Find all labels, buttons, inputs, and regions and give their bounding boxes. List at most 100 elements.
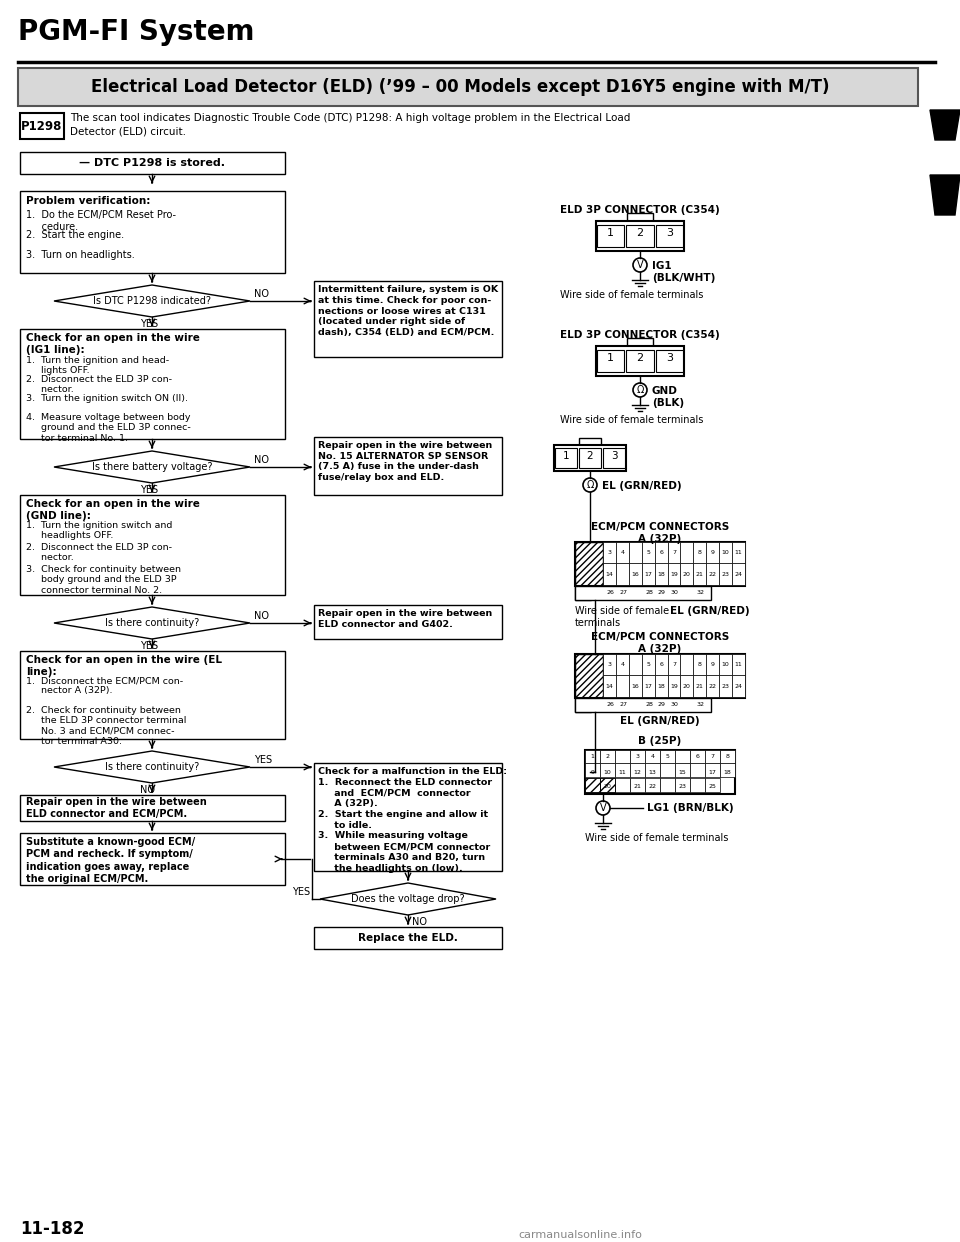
FancyBboxPatch shape <box>681 563 693 585</box>
Text: 3: 3 <box>666 229 673 238</box>
Polygon shape <box>930 111 960 140</box>
Text: 8: 8 <box>698 550 702 555</box>
FancyBboxPatch shape <box>719 563 732 585</box>
Text: 2: 2 <box>636 353 643 363</box>
FancyBboxPatch shape <box>720 750 735 763</box>
Text: 27: 27 <box>619 590 627 595</box>
FancyBboxPatch shape <box>667 563 681 585</box>
Text: 3: 3 <box>666 353 673 363</box>
Text: 2: 2 <box>606 754 610 760</box>
FancyBboxPatch shape <box>645 750 660 763</box>
FancyBboxPatch shape <box>629 542 641 563</box>
FancyBboxPatch shape <box>596 221 684 251</box>
Text: 30: 30 <box>671 590 679 595</box>
Text: 24: 24 <box>734 684 742 689</box>
FancyBboxPatch shape <box>655 542 667 563</box>
Text: 28: 28 <box>645 703 653 708</box>
FancyBboxPatch shape <box>655 563 667 585</box>
FancyBboxPatch shape <box>616 674 629 697</box>
FancyBboxPatch shape <box>554 445 626 471</box>
FancyBboxPatch shape <box>596 347 684 376</box>
FancyBboxPatch shape <box>719 674 732 697</box>
FancyBboxPatch shape <box>314 605 502 638</box>
FancyBboxPatch shape <box>641 655 655 674</box>
Text: B (25P): B (25P) <box>638 737 682 746</box>
Text: EL (GRN/RED): EL (GRN/RED) <box>620 715 700 727</box>
Text: 4: 4 <box>620 662 624 667</box>
FancyBboxPatch shape <box>20 833 285 886</box>
FancyBboxPatch shape <box>600 763 615 777</box>
FancyBboxPatch shape <box>707 655 719 674</box>
FancyBboxPatch shape <box>314 281 502 356</box>
Text: Repair open in the wire between
No. 15 ALTERNATOR SP SENSOR
(7.5 A) fuse in the : Repair open in the wire between No. 15 A… <box>318 441 492 482</box>
FancyBboxPatch shape <box>603 563 616 585</box>
Text: A (32P): A (32P) <box>638 645 682 655</box>
Text: 17: 17 <box>644 573 652 578</box>
FancyBboxPatch shape <box>585 750 735 794</box>
Text: 20: 20 <box>683 573 691 578</box>
Text: 20: 20 <box>683 684 691 689</box>
Text: V: V <box>636 260 643 270</box>
FancyBboxPatch shape <box>18 68 918 106</box>
Text: 1: 1 <box>563 451 569 461</box>
FancyBboxPatch shape <box>645 763 660 777</box>
FancyBboxPatch shape <box>20 651 285 739</box>
Text: 18: 18 <box>658 573 665 578</box>
Text: 3.  Turn on headlights.: 3. Turn on headlights. <box>26 250 134 260</box>
Text: 23: 23 <box>722 684 730 689</box>
FancyBboxPatch shape <box>655 655 667 674</box>
FancyBboxPatch shape <box>575 542 745 586</box>
Text: 22: 22 <box>708 573 717 578</box>
Text: 30: 30 <box>671 703 679 708</box>
Text: Check for a malfunction in the ELD:
1.  Reconnect the ELD connector
     and  EC: Check for a malfunction in the ELD: 1. R… <box>318 768 507 873</box>
Text: 8: 8 <box>726 754 730 760</box>
Text: 2.  Disconnect the ELD 3P con-
     nector.: 2. Disconnect the ELD 3P con- nector. <box>26 375 172 395</box>
Text: NO: NO <box>412 917 427 927</box>
Text: 1: 1 <box>590 754 594 760</box>
Text: 10: 10 <box>722 662 730 667</box>
Text: YES: YES <box>140 484 158 496</box>
FancyBboxPatch shape <box>630 763 645 777</box>
FancyBboxPatch shape <box>690 763 705 777</box>
Text: Check for an open in the wire
(IG1 line):: Check for an open in the wire (IG1 line)… <box>26 333 200 355</box>
Text: 25: 25 <box>708 784 716 789</box>
FancyBboxPatch shape <box>579 448 601 468</box>
FancyBboxPatch shape <box>585 763 600 777</box>
FancyBboxPatch shape <box>732 542 745 563</box>
Text: PGM-FI System: PGM-FI System <box>18 17 254 46</box>
Text: 2.  Start the engine.: 2. Start the engine. <box>26 230 124 240</box>
FancyBboxPatch shape <box>585 750 600 763</box>
FancyBboxPatch shape <box>575 586 711 600</box>
Text: 24: 24 <box>734 573 742 578</box>
FancyBboxPatch shape <box>660 750 675 763</box>
Text: — DTC P1298 is stored.: — DTC P1298 is stored. <box>79 158 225 168</box>
FancyBboxPatch shape <box>603 655 616 674</box>
FancyBboxPatch shape <box>693 563 707 585</box>
Text: 6: 6 <box>696 754 700 760</box>
FancyBboxPatch shape <box>732 655 745 674</box>
Text: 3: 3 <box>636 754 639 760</box>
Text: V: V <box>600 804 607 814</box>
Text: Replace the ELD.: Replace the ELD. <box>358 933 458 943</box>
Text: 14: 14 <box>606 573 613 578</box>
Text: Repair open in the wire between
ELD connector and ECM/PCM.: Repair open in the wire between ELD conn… <box>26 797 206 820</box>
Text: 20: 20 <box>604 784 612 789</box>
Text: Repair open in the wire between
ELD connector and G402.: Repair open in the wire between ELD conn… <box>318 609 492 628</box>
Text: 1.  Disconnect the ECM/PCM con-
     nector A (32P).: 1. Disconnect the ECM/PCM con- nector A … <box>26 676 183 696</box>
FancyBboxPatch shape <box>732 563 745 585</box>
FancyBboxPatch shape <box>630 777 645 792</box>
FancyBboxPatch shape <box>629 655 641 674</box>
FancyBboxPatch shape <box>615 750 630 763</box>
FancyBboxPatch shape <box>626 350 654 373</box>
Text: 18: 18 <box>724 770 732 775</box>
Text: 1: 1 <box>607 353 614 363</box>
Text: 21: 21 <box>696 573 704 578</box>
Text: 28: 28 <box>645 590 653 595</box>
Text: NO: NO <box>254 455 269 465</box>
FancyBboxPatch shape <box>693 655 707 674</box>
Text: 5: 5 <box>646 662 650 667</box>
Text: 22: 22 <box>708 684 717 689</box>
FancyBboxPatch shape <box>616 542 629 563</box>
Text: 11: 11 <box>734 550 742 555</box>
FancyBboxPatch shape <box>655 674 667 697</box>
